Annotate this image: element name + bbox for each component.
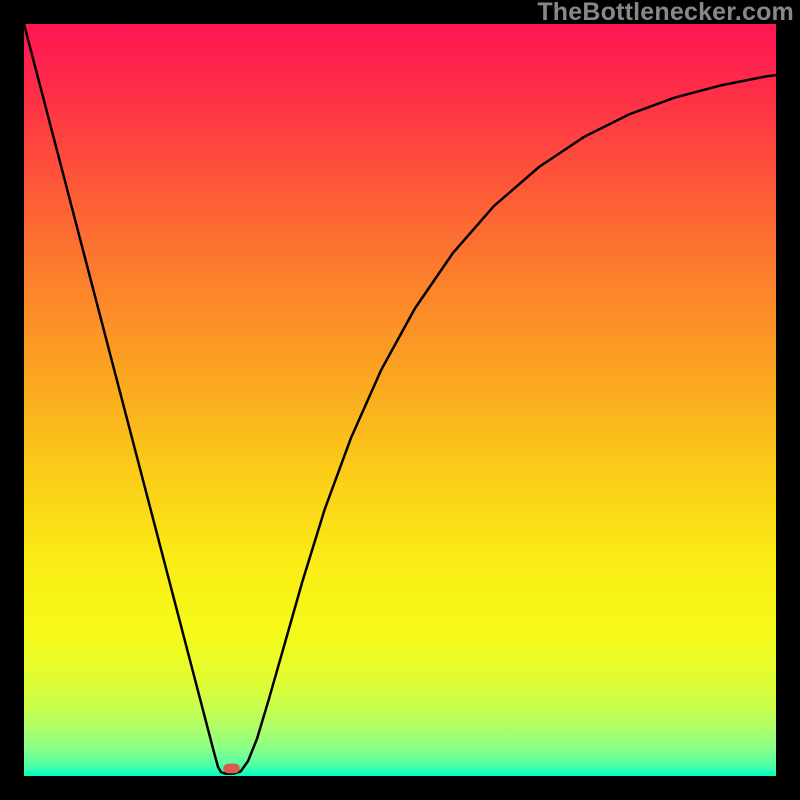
chart-background bbox=[24, 24, 776, 776]
optimum-marker bbox=[223, 764, 240, 774]
chart-frame: TheBottlenecker.com bbox=[0, 0, 800, 800]
bottleneck-chart bbox=[24, 24, 776, 776]
watermark-text: TheBottlenecker.com bbox=[537, 0, 794, 25]
